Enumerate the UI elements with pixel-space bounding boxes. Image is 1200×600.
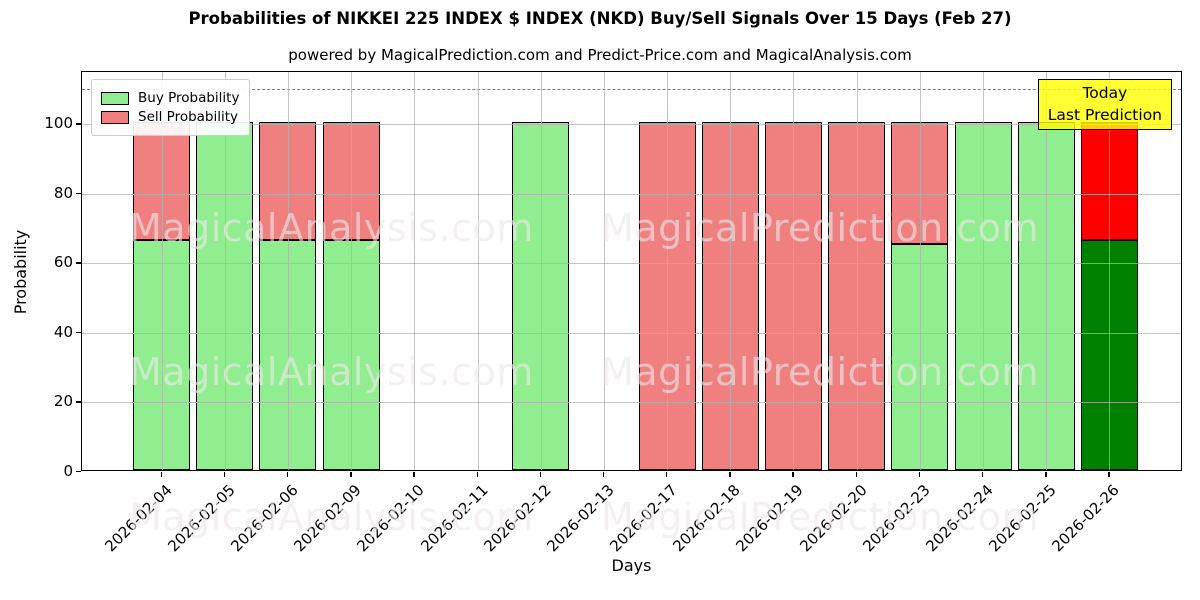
x-tick-mark bbox=[666, 472, 668, 477]
x-tick-label: 2026-02-11 bbox=[416, 481, 492, 556]
x-tick-mark bbox=[160, 472, 162, 477]
x-tick-mark bbox=[476, 472, 478, 477]
x-tick-mark bbox=[918, 472, 921, 477]
x-tick-mark bbox=[223, 472, 226, 477]
h-gridline bbox=[82, 402, 1181, 404]
x-tick-label: 2026-02-17 bbox=[606, 481, 681, 556]
buy-swatch-icon bbox=[101, 91, 129, 105]
legend-item-sell: Sell Probability bbox=[101, 109, 239, 125]
x-tick-mark bbox=[413, 472, 415, 477]
legend-item-buy: Buy Probability bbox=[101, 90, 239, 106]
v-gridline bbox=[1046, 72, 1048, 470]
legend-label-sell: Sell Probability bbox=[138, 109, 239, 125]
x-tick-label: 2026-02-25 bbox=[985, 481, 1060, 556]
v-gridline bbox=[983, 72, 985, 470]
x-tick-mark bbox=[982, 472, 984, 477]
v-gridline bbox=[161, 72, 163, 470]
v-gridline bbox=[287, 72, 289, 470]
v-gridline bbox=[1109, 72, 1111, 470]
v-gridline bbox=[667, 72, 669, 470]
h-gridline bbox=[82, 332, 1181, 334]
y-tick-label: 0 bbox=[63, 462, 73, 480]
y-tick-mark bbox=[76, 262, 81, 264]
x-tick-label: 2026-02-20 bbox=[796, 481, 871, 556]
y-tick-mark bbox=[76, 123, 81, 125]
h-gridline bbox=[82, 263, 1181, 265]
v-gridline bbox=[603, 72, 605, 470]
today-box-line2: Last Prediction bbox=[1047, 105, 1162, 124]
today-last-prediction-box: Today Last Prediction bbox=[1037, 79, 1172, 131]
y-tick-mark bbox=[76, 401, 81, 403]
plot-area: MagicalAnalysis.com MagicalPrediction.co… bbox=[81, 71, 1182, 539]
x-tick-label: 2026-02-24 bbox=[922, 481, 997, 556]
x-tick-mark bbox=[350, 472, 352, 477]
x-tick-label: 2026-02-06 bbox=[227, 481, 302, 556]
x-tick-label: 2026-02-26 bbox=[1048, 481, 1124, 556]
h-gridline bbox=[82, 193, 1181, 195]
v-gridline bbox=[730, 72, 732, 470]
x-axis-label: Days bbox=[611, 556, 652, 575]
y-tick-mark bbox=[76, 331, 81, 334]
y-tick-label: 80 bbox=[53, 183, 73, 202]
y-tick-mark bbox=[76, 471, 81, 473]
chart-title: Probabilities of NIKKEI 225 INDEX $ INDE… bbox=[188, 9, 1012, 28]
y-tick-label: 60 bbox=[53, 253, 73, 272]
x-tick-mark bbox=[1108, 472, 1110, 477]
x-tick-label: 2026-02-13 bbox=[543, 481, 618, 556]
v-gridline bbox=[224, 72, 226, 470]
x-tick-label: 2026-02-12 bbox=[480, 481, 555, 556]
x-tick-mark bbox=[729, 472, 731, 477]
y-tick-label: 100 bbox=[44, 114, 73, 133]
v-gridline bbox=[856, 72, 858, 470]
x-tick-label: 2026-02-18 bbox=[669, 481, 745, 556]
x-tick-mark bbox=[602, 472, 605, 477]
x-tick-label: 2026-02-23 bbox=[859, 481, 934, 556]
x-tick-mark bbox=[1045, 472, 1047, 477]
v-gridline bbox=[351, 72, 353, 470]
sell-swatch-icon bbox=[101, 110, 129, 124]
v-gridline bbox=[540, 72, 542, 470]
y-axis-label: Probability bbox=[11, 229, 30, 315]
v-gridline bbox=[414, 72, 416, 470]
chart-subtitle: powered by MagicalPrediction.com and Pre… bbox=[288, 46, 912, 64]
x-tick-label: 2026-02-19 bbox=[732, 481, 808, 556]
x-tick-label: 2026-02-09 bbox=[290, 481, 365, 556]
y-tick-label: 20 bbox=[53, 392, 73, 411]
x-tick-label: 2026-02-04 bbox=[100, 481, 176, 556]
x-tick-mark bbox=[286, 472, 289, 477]
x-tick-mark bbox=[539, 472, 542, 477]
today-box-line1: Today bbox=[1082, 84, 1128, 102]
legend-label-buy: Buy Probability bbox=[138, 90, 240, 106]
x-tick-mark bbox=[792, 472, 794, 477]
x-tick-label: 2026-02-10 bbox=[353, 481, 429, 556]
v-gridline bbox=[919, 72, 921, 470]
x-tick-mark bbox=[855, 472, 858, 477]
x-tick-label: 2026-02-05 bbox=[164, 481, 239, 556]
v-gridline bbox=[477, 72, 479, 470]
y-tick-label: 40 bbox=[53, 322, 73, 341]
h-gridline bbox=[82, 124, 1181, 126]
legend: Buy Probability Sell Probability bbox=[91, 79, 251, 136]
y-tick-mark bbox=[76, 192, 81, 195]
v-gridline bbox=[793, 72, 795, 470]
dashed-threshold-line bbox=[82, 89, 1181, 91]
